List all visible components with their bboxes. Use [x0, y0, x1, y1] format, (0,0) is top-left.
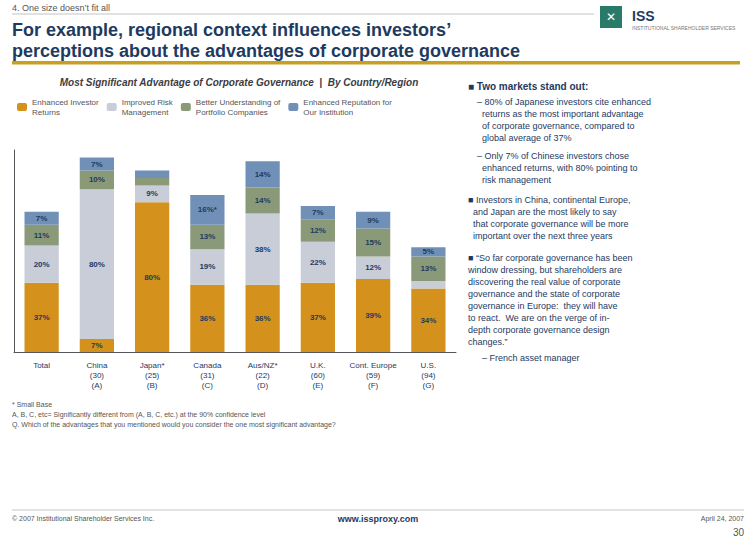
svg-text:returns as the most important: returns as the most important advantage	[477, 109, 644, 119]
svg-text:Improved Risk: Improved Risk	[122, 98, 174, 107]
svg-text:37%: 37%	[34, 313, 50, 322]
svg-text:11%: 11%	[34, 231, 50, 240]
svg-text:19%: 19%	[199, 262, 215, 271]
svg-text:7%: 7%	[91, 160, 103, 169]
svg-text:(60): (60)	[311, 371, 326, 380]
svg-text:governance in Europe: they wi: governance in Europe: they will have	[468, 301, 618, 311]
svg-text:36%: 36%	[255, 314, 271, 323]
svg-text:perceptions about the advantag: perceptions about the advantages of corp…	[12, 41, 520, 61]
svg-text:(C): (C)	[202, 381, 213, 390]
svg-text:Canada: Canada	[193, 361, 222, 370]
svg-text:ISS: ISS	[632, 8, 655, 24]
svg-text:© 2007 Institutional Sharehold: © 2007 Institutional Shareholder Service…	[12, 515, 154, 522]
svg-text:7%: 7%	[312, 208, 324, 217]
svg-text:www.issproxy.com: www.issproxy.com	[337, 514, 419, 524]
svg-text:discovering the real value of: discovering the real value of corporate	[468, 277, 621, 287]
svg-text:7%: 7%	[36, 214, 48, 223]
svg-text:Enhanced Investor: Enhanced Investor	[32, 98, 99, 107]
svg-text:Cont. Europe: Cont. Europe	[350, 361, 398, 370]
svg-text:depth corporate governance des: depth corporate governance design	[468, 325, 610, 335]
svg-text:(D): (D)	[257, 381, 268, 390]
svg-text:9%: 9%	[146, 189, 158, 198]
svg-text:38%: 38%	[255, 245, 271, 254]
svg-text:34%: 34%	[420, 316, 436, 325]
svg-text:(G): (G)	[423, 381, 435, 390]
svg-text:■ Two markets stand out:: ■ Two markets stand out:	[468, 81, 588, 92]
svg-text:Returns: Returns	[32, 108, 60, 117]
svg-text:(F): (F)	[368, 381, 379, 390]
svg-text:13%: 13%	[420, 264, 436, 273]
svg-text:governance and the state of co: governance and the state of corporate	[468, 289, 620, 299]
svg-text:(22): (22)	[256, 371, 271, 380]
svg-text:and Japan are the most likely: and Japan are the most likely to say	[468, 207, 617, 217]
svg-text:enhanced returns, with 80% poi: enhanced returns, with 80% pointing to	[477, 163, 638, 173]
svg-text:80%: 80%	[89, 260, 105, 269]
svg-text:Management: Management	[122, 108, 169, 117]
svg-text:37%: 37%	[310, 313, 326, 322]
svg-text:(A): (A)	[92, 381, 103, 390]
svg-text:global average of 37%: global average of 37%	[477, 133, 572, 143]
svg-text:Our Institution: Our Institution	[303, 108, 353, 117]
svg-text:14%: 14%	[255, 196, 271, 205]
svg-text:A, B, C, etc= Significantly di: A, B, C, etc= Significantly different fr…	[12, 411, 266, 419]
svg-text:(E): (E)	[313, 381, 324, 390]
svg-text:12%: 12%	[310, 226, 326, 235]
svg-text:(25): (25)	[145, 371, 160, 380]
svg-text:U.K.: U.K.	[310, 361, 326, 370]
svg-text:Portfolio Companies: Portfolio Companies	[196, 108, 268, 117]
svg-text:5%: 5%	[423, 247, 435, 256]
svg-text:Total: Total	[33, 361, 50, 370]
svg-text:(94): (94)	[421, 371, 436, 380]
svg-text:– Only 7% of Chinese investors: – Only 7% of Chinese investors chose	[477, 151, 629, 161]
svg-text:10%: 10%	[89, 175, 105, 184]
svg-text:20%: 20%	[34, 260, 50, 269]
svg-text:Most Significant Advantage of: Most Significant Advantage of Corporate …	[60, 77, 419, 88]
svg-text:U.S.: U.S.	[421, 361, 437, 370]
svg-text:to react. We are on the verge: to react. We are on the verge of in-	[468, 313, 609, 323]
svg-text:4. One size doesn’t fit all: 4. One size doesn’t fit all	[12, 3, 110, 13]
svg-text:14%: 14%	[255, 170, 271, 179]
svg-text:39%: 39%	[365, 311, 381, 320]
svg-text:Japan*: Japan*	[140, 361, 165, 370]
svg-text:22%: 22%	[310, 258, 326, 267]
svg-text:36%: 36%	[199, 314, 215, 323]
svg-text:■ Investors in China, continen: ■ Investors in China, continental Europe…	[468, 195, 631, 205]
svg-text:9%: 9%	[367, 216, 379, 225]
svg-text:(59): (59)	[366, 371, 381, 380]
svg-text:For example, regional context: For example, regional context influences…	[12, 20, 451, 40]
svg-text:changes.”: changes.”	[468, 337, 508, 347]
svg-text:7%: 7%	[91, 341, 103, 350]
svg-text:(B): (B)	[147, 381, 158, 390]
svg-text:✕: ✕	[606, 10, 616, 24]
svg-text:Enhanced Reputation for: Enhanced Reputation for	[303, 98, 392, 107]
svg-text:of corporate governance, compa: of corporate governance, compared to	[477, 121, 635, 131]
svg-text:Aus/NZ*: Aus/NZ*	[248, 361, 278, 370]
svg-text:15%: 15%	[365, 238, 381, 247]
svg-text:12%: 12%	[365, 263, 381, 272]
svg-text:(31): (31)	[200, 371, 215, 380]
svg-text:* Small Base: * Small Base	[12, 401, 52, 408]
svg-text:that corporate governance will: that corporate governance will be more	[468, 219, 629, 229]
svg-text:important over the next three: important over the next three years	[468, 231, 613, 241]
svg-text:30: 30	[733, 527, 745, 538]
svg-text:Better Understanding of: Better Understanding of	[196, 98, 281, 107]
svg-text:16%*: 16%*	[198, 205, 218, 214]
svg-text:window dressing, but sharehold: window dressing, but shareholders are	[467, 265, 622, 275]
svg-text:80%: 80%	[144, 273, 160, 282]
svg-text:– French asset manager: – French asset manager	[482, 353, 580, 363]
svg-text:China: China	[86, 361, 107, 370]
svg-text:13%: 13%	[199, 232, 215, 241]
svg-text:risk management: risk management	[477, 175, 552, 185]
svg-text:INSTITUTIONAL SHAREHOLDER SERV: INSTITUTIONAL SHAREHOLDER SERVICES	[632, 25, 736, 31]
svg-text:Q. Which of the advantages tha: Q. Which of the advantages that you ment…	[12, 421, 336, 429]
svg-text:April 24, 2007: April 24, 2007	[701, 515, 744, 523]
svg-text:– 80% of Japanese investors ci: – 80% of Japanese investors cite enhance…	[477, 97, 651, 107]
svg-text:(30): (30)	[90, 371, 105, 380]
svg-text:■ “So far corporate governance: ■ “So far corporate governance has been	[468, 253, 633, 263]
